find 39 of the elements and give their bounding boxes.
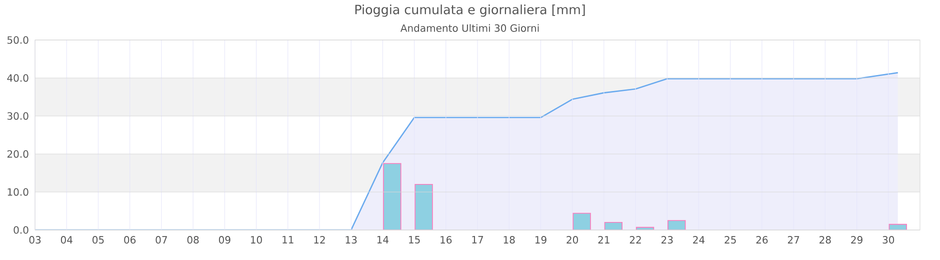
x-tick-label: 11 bbox=[282, 236, 294, 244]
x-tick-label: 28 bbox=[820, 236, 831, 244]
x-tick-label: 08 bbox=[187, 236, 199, 244]
x-tick-label: 24 bbox=[693, 236, 705, 244]
bar bbox=[572, 212, 591, 230]
x-tick-label: 26 bbox=[756, 236, 768, 244]
x-tick-label: 27 bbox=[788, 236, 800, 244]
x-tick-label: 30 bbox=[882, 236, 894, 244]
y-tick-label: 30.0 bbox=[7, 112, 28, 120]
bar bbox=[383, 163, 402, 230]
chart-title: Pioggia cumulata e giornaliera [mm] bbox=[355, 4, 585, 17]
x-tick-label: 15 bbox=[409, 236, 420, 244]
y-tick-label: 10.0 bbox=[8, 188, 28, 196]
x-tick-label: 09 bbox=[218, 236, 230, 244]
bar bbox=[414, 184, 433, 230]
y-tick-label: 0.0 bbox=[14, 226, 28, 234]
x-tick-label: 23 bbox=[662, 236, 673, 244]
x-tick-label: 06 bbox=[124, 236, 136, 244]
x-tick-label: 05 bbox=[92, 236, 104, 244]
x-tick-label: 25 bbox=[724, 236, 736, 244]
x-tick-label: 14 bbox=[377, 236, 388, 244]
x-tick-label: 16 bbox=[440, 236, 452, 244]
x-tick-label: 18 bbox=[504, 236, 515, 244]
x-tick-label: 07 bbox=[156, 236, 167, 244]
x-tick-label: 10 bbox=[251, 236, 262, 244]
y-tick-label: 50.0 bbox=[7, 36, 28, 44]
x-tick-label: 19 bbox=[535, 236, 546, 244]
x-tick-label: 22 bbox=[630, 236, 641, 244]
x-tick-label: 12 bbox=[314, 236, 325, 244]
x-tick-label: 03 bbox=[29, 236, 41, 244]
chart-subtitle: Andamento Ultimi 30 Giorni bbox=[400, 24, 539, 32]
x-tick-label: 20 bbox=[566, 236, 578, 244]
x-tick-label: 29 bbox=[851, 236, 862, 244]
x-tick-label: 17 bbox=[472, 236, 483, 244]
y-tick-label: 40.0 bbox=[7, 74, 28, 82]
x-tick-label: 13 bbox=[346, 236, 357, 244]
x-tick-label: 21 bbox=[598, 236, 610, 244]
x-tick-label: 04 bbox=[60, 236, 72, 244]
y-tick-label: 20.0 bbox=[7, 150, 28, 158]
